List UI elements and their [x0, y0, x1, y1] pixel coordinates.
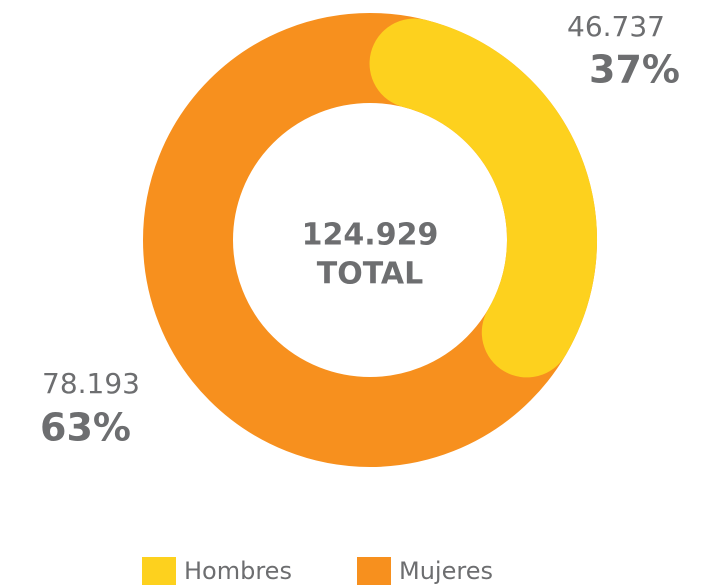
legend-label: Hombres: [184, 557, 292, 585]
value-label: 78.193: [42, 367, 140, 400]
legend-swatch: [357, 557, 391, 585]
donut-segment: [369, 18, 597, 378]
total-text: TOTAL: [317, 257, 423, 292]
value-label: 46.737: [567, 10, 665, 43]
legend-swatch: [142, 557, 176, 585]
total-label: 124.929: [302, 218, 439, 253]
percentage-label: 37%: [589, 48, 680, 92]
percentage-label: 63%: [40, 406, 131, 450]
legend-label: Mujeres: [399, 557, 493, 585]
